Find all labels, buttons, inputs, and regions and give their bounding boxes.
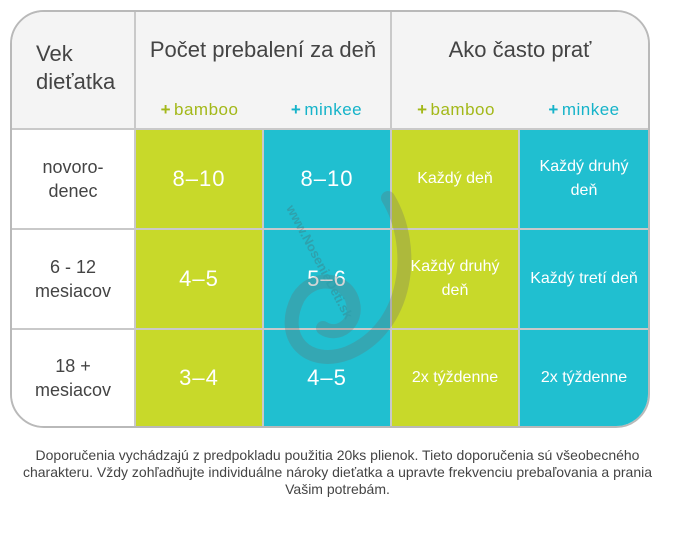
brand-label-minkee: + minkee xyxy=(290,100,363,119)
row-age-label: 6 - 12 mesiacov xyxy=(12,230,136,330)
row-age-label: novoro-denec xyxy=(12,130,136,230)
wash-minkee-cell: 2x týždenne xyxy=(520,330,648,426)
brand-label-bamboo: + bamboo xyxy=(160,100,239,119)
wash-minkee-cell: Každý druhý deň xyxy=(520,130,648,230)
changes-bamboo-cell: 3–4 xyxy=(136,330,264,426)
header-changes: Počet prebalení za deň + bamboo + minkee xyxy=(136,12,392,130)
header-age: Vek dieťatka xyxy=(12,12,136,130)
wash-minkee-cell: Každý tretí deň xyxy=(520,230,648,330)
changes-minkee-cell: 5–6 xyxy=(264,230,392,330)
brand-label-minkee: + minkee xyxy=(548,100,620,119)
header-wash: Ako často prať + bamboo + minkee xyxy=(392,12,648,130)
changes-bamboo-cell: 4–5 xyxy=(136,230,264,330)
wash-bamboo-cell: 2x týždenne xyxy=(392,330,520,426)
row-age-label: 18 + mesiacov xyxy=(12,330,136,426)
header-changes-title: Počet prebalení za deň xyxy=(149,37,377,62)
header-wash-title: Ako často prať xyxy=(448,37,592,62)
changes-bamboo-cell: 8–10 xyxy=(136,130,264,230)
brand-label-bamboo: + bamboo xyxy=(417,100,495,119)
recommendation-table: Vek dieťatka Počet prebalení za deň + bam… xyxy=(10,10,650,428)
footer-note: Doporučenia vychádzajú z predpokladu pou… xyxy=(22,447,653,497)
wash-bamboo-cell: Každý deň xyxy=(392,130,520,230)
changes-minkee-cell: 4–5 xyxy=(264,330,392,426)
changes-minkee-cell: 8–10 xyxy=(264,130,392,230)
wash-bamboo-cell: Každý druhý deň xyxy=(392,230,520,330)
